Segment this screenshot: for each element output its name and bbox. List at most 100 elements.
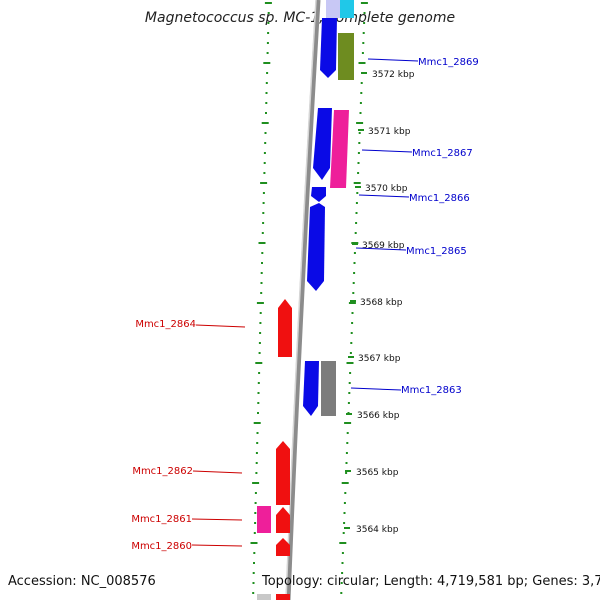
ruler-dot xyxy=(352,292,355,294)
gene-label-mmc1-2862[interactable]: Mmc1_2862 xyxy=(132,466,193,477)
ruler-dot xyxy=(265,102,268,104)
leader-line xyxy=(361,149,413,153)
ruler-dot xyxy=(258,352,261,354)
gene-label-mmc1-2865[interactable]: Mmc1_2865 xyxy=(406,246,467,257)
ruler-dot xyxy=(252,572,255,574)
ruler-dot xyxy=(257,412,259,414)
ruler-dot xyxy=(264,132,267,134)
gene-label-mmc1-2866[interactable]: Mmc1_2866 xyxy=(409,193,470,204)
ruler-dot xyxy=(263,62,271,64)
ruler-dot xyxy=(265,92,268,94)
ruler-dot xyxy=(256,442,259,444)
ruler-dot xyxy=(262,202,265,204)
ruler-dot xyxy=(345,462,348,464)
gene-mmc1-2863-bar[interactable] xyxy=(321,361,336,416)
ruler-dot xyxy=(353,262,356,264)
gene-labels: Mmc1_2869 Mmc1_2867 Mmc1_2866 Mmc1_2865 … xyxy=(131,57,478,552)
gene-mmc1-2860-arrow[interactable] xyxy=(276,538,290,556)
ruler-dot xyxy=(351,312,354,314)
ruler-dot xyxy=(260,292,263,294)
ruler-dot xyxy=(255,452,258,454)
gene-label-mmc1-2861[interactable]: Mmc1_2861 xyxy=(131,514,192,525)
gene-label-mmc1-2867[interactable]: Mmc1_2867 xyxy=(412,148,473,159)
ruler-dot xyxy=(346,432,349,434)
ruler-dot xyxy=(256,432,259,434)
ruler-dot xyxy=(260,182,268,184)
ruler-dot xyxy=(363,22,366,24)
ruler-dot xyxy=(356,192,359,194)
ruler-dot xyxy=(355,222,358,224)
gene-mmc1-2868-arrow[interactable] xyxy=(313,108,332,180)
gene-bottom-red[interactable] xyxy=(276,594,290,600)
ruler-dot xyxy=(257,402,260,404)
gene-mmc1-2865-arrow[interactable] xyxy=(307,203,325,291)
ruler-dot xyxy=(355,212,358,214)
ruler-dot xyxy=(258,372,261,374)
gene-mmc1-2866-arrow[interactable] xyxy=(311,187,326,202)
gene-mmc1-2862-arrow[interactable] xyxy=(276,441,290,505)
ruler-dot xyxy=(345,472,348,474)
ruler-dot xyxy=(264,2,272,4)
ruler-dot xyxy=(265,112,267,114)
ruler-dot xyxy=(354,232,357,234)
ruler-dot xyxy=(262,192,265,194)
gene-label-mmc1-2869[interactable]: Mmc1_2869 xyxy=(418,57,479,68)
tick-label: 3567 kbp xyxy=(358,354,401,364)
gene-mmc1-2869-bar[interactable] xyxy=(338,33,354,80)
ruler-dot xyxy=(253,552,256,554)
leader-line xyxy=(355,247,407,251)
tick-label: 3571 kbp xyxy=(368,127,411,137)
ruler-dot xyxy=(260,272,263,274)
ruler-dot xyxy=(253,532,256,534)
ruler-dot xyxy=(359,112,362,114)
gene-mmc1-2870-arrow[interactable] xyxy=(320,18,337,78)
gene-mmc1-2861-bar[interactable] xyxy=(257,506,271,533)
ruler-dot xyxy=(255,462,258,464)
ruler-dot xyxy=(356,122,364,124)
gene-label-mmc1-2860[interactable]: Mmc1_2860 xyxy=(131,541,192,552)
ruler-dot xyxy=(340,582,343,584)
gene-top-lavender[interactable] xyxy=(326,0,340,18)
kbp-ticks: 3572 kbp 3571 kbp 3570 kbp 3569 kbp 3568… xyxy=(344,70,415,535)
genome-backbone xyxy=(285,0,321,600)
ruler-dot xyxy=(343,512,346,514)
ruler-dot xyxy=(256,302,264,304)
ruler-dot xyxy=(357,172,360,174)
ruler-dot xyxy=(358,142,361,144)
ruler-dot xyxy=(349,352,352,354)
ruler-dot xyxy=(261,252,264,254)
ruler-dot xyxy=(263,152,266,154)
ruler-dot xyxy=(266,72,269,74)
gene-mmc1-2863-arrow[interactable] xyxy=(303,361,319,416)
ruler-dot xyxy=(259,312,262,314)
ruler-dot xyxy=(341,572,344,574)
ruler-dot xyxy=(343,522,346,524)
ruler-dot xyxy=(353,272,356,274)
gene-mmc1-2867-bar[interactable] xyxy=(330,110,349,188)
ruler-dot xyxy=(267,22,270,24)
ruler-dot xyxy=(267,32,270,34)
gene-top-cyan[interactable] xyxy=(340,0,354,18)
ruler-dot xyxy=(261,232,264,234)
ruler-dot xyxy=(259,332,262,334)
ruler-dot xyxy=(257,392,260,394)
gene-mmc1-2864-arrow[interactable] xyxy=(278,299,292,357)
ruler-dot xyxy=(358,132,361,134)
gene-label-mmc1-2864[interactable]: Mmc1_2864 xyxy=(135,319,196,330)
tick-label: 3566 kbp xyxy=(357,411,400,421)
ruler-dot xyxy=(344,422,352,424)
ruler-dot xyxy=(359,102,362,104)
gene-bottom-gray[interactable] xyxy=(257,594,271,600)
ruler-dot xyxy=(264,142,267,144)
ruler-dot xyxy=(355,202,358,204)
leader-line xyxy=(195,324,246,328)
ruler-dot xyxy=(360,92,363,94)
ruler-dot xyxy=(360,2,368,4)
gene-track xyxy=(257,0,354,600)
leader-line xyxy=(350,387,402,391)
leader-line xyxy=(191,544,243,547)
map-title: Magnetococcus sp. MC-1, complete genome xyxy=(144,10,456,26)
gene-label-mmc1-2863[interactable]: Mmc1_2863 xyxy=(401,385,462,396)
gene-mmc1-2861-arrow[interactable] xyxy=(276,507,290,533)
ruler-dot xyxy=(350,342,353,344)
